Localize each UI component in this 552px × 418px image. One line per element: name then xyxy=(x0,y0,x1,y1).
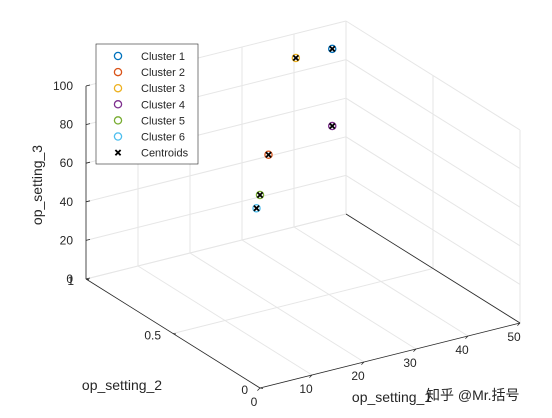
cluster-5-point xyxy=(255,190,265,200)
x-axis-label: op_setting_1 xyxy=(352,389,432,405)
z-tick xyxy=(85,200,91,203)
watermark: 知乎 @Mr.括号 xyxy=(426,387,520,403)
legend-symbol-cluster-6 xyxy=(113,132,123,141)
centroid-marker xyxy=(329,45,336,53)
x-tick xyxy=(465,335,469,339)
z-tick-label: 80 xyxy=(60,118,74,132)
legend-symbol-cluster-1 xyxy=(113,51,123,61)
centroid-marker xyxy=(256,191,264,199)
x-tick-label: 40 xyxy=(455,343,469,357)
grid-z-side xyxy=(345,136,521,247)
cluster-2-point xyxy=(264,150,273,159)
legend-label: Cluster 6 xyxy=(141,132,185,144)
legend: Cluster 1 Cluster 2 Cluster 3 Cluster 4 Clus… xyxy=(95,43,199,165)
z-tick xyxy=(85,161,91,164)
cluster-4-point xyxy=(327,121,337,131)
grid-y-floor xyxy=(172,268,434,334)
legend-label: Cluster 4 xyxy=(141,99,185,111)
legend-box xyxy=(95,43,199,165)
z-tick xyxy=(85,277,91,280)
z-axis-label: op_setting_3 xyxy=(29,145,45,225)
axes-box xyxy=(85,86,521,389)
centroid-stroke-b xyxy=(329,122,336,130)
floor-right-edge xyxy=(345,213,521,324)
cluster-3-point xyxy=(291,53,301,63)
grid-z-side xyxy=(345,174,521,285)
z-tick-label: 0 xyxy=(66,272,73,286)
legend-symbol-cluster-3 xyxy=(113,83,123,93)
x-tick xyxy=(257,387,261,391)
y-tick-label: 0.5 xyxy=(144,329,161,343)
x-tick xyxy=(413,348,417,352)
grid-z-back xyxy=(85,174,347,241)
y-tick xyxy=(259,387,264,389)
x-tick xyxy=(517,322,521,326)
legend-label: Cluster 3 xyxy=(141,83,185,95)
z-tick-label: 20 xyxy=(60,233,74,247)
watermark-text: 知乎 @Mr.括号 xyxy=(426,387,520,403)
grid-z-side xyxy=(345,20,521,131)
centroid-stroke-b xyxy=(329,45,336,53)
legend-label: Cluster 1 xyxy=(141,51,185,63)
legend-symbol-cluster-2 xyxy=(113,67,123,77)
y-tick-label: 1 xyxy=(67,274,74,288)
y-tick-label: 0 xyxy=(241,383,248,397)
legend-centroid-symbol xyxy=(114,149,122,156)
centroid-marker xyxy=(292,54,300,62)
x-tick xyxy=(361,361,365,365)
legend-symbol-cluster-4 xyxy=(113,100,123,109)
legend-label: Centroids xyxy=(141,148,189,160)
z-tick xyxy=(85,84,91,87)
y-tick xyxy=(172,333,177,335)
cluster-6-point xyxy=(252,204,261,213)
z-tick-label: 60 xyxy=(60,156,74,170)
z-tick-label: 40 xyxy=(60,195,74,209)
x-tick xyxy=(309,374,313,378)
centroid-stroke-b xyxy=(292,54,300,62)
x-tick-label: 20 xyxy=(351,369,365,383)
x-tick-label: 30 xyxy=(403,356,417,370)
centroid-stroke-b xyxy=(114,149,122,156)
legend-label: Cluster 5 xyxy=(141,115,185,127)
x-tick-label: 50 xyxy=(507,330,521,344)
tick-marks xyxy=(85,84,521,391)
cluster-1-point xyxy=(327,44,337,54)
y-axis-label: op_setting_2 xyxy=(82,377,162,393)
z-tick xyxy=(85,123,91,125)
centroid-stroke-b xyxy=(253,205,260,212)
x-tick-label: 0 xyxy=(251,395,258,409)
x-axis-line xyxy=(259,322,521,389)
centroid-stroke-b xyxy=(256,191,264,199)
legend-label: Cluster 2 xyxy=(141,67,185,79)
grid-z-back xyxy=(85,136,347,203)
centroid-stroke-b xyxy=(265,151,272,158)
legend-symbol-cluster-5 xyxy=(113,116,123,125)
x-tick-label: 10 xyxy=(299,382,313,396)
z-tick-label: 100 xyxy=(53,79,73,93)
centroid-marker xyxy=(329,122,336,130)
z-tick xyxy=(85,239,91,241)
grid-z-side xyxy=(345,59,521,170)
data-marks xyxy=(252,44,337,213)
centroid-marker xyxy=(253,205,260,212)
grid-z-side xyxy=(345,97,521,208)
grid-z-back xyxy=(85,213,347,280)
centroid-marker xyxy=(265,151,272,158)
